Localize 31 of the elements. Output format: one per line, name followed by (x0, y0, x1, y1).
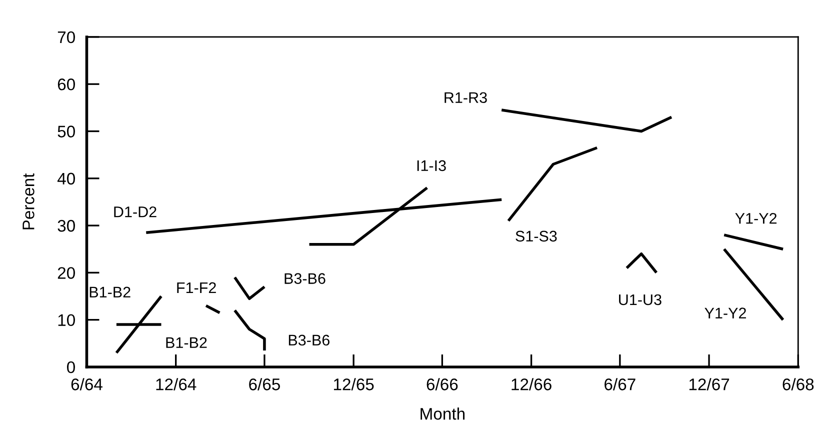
y-tick-label: 30 (58, 220, 75, 232)
series-label: U1-U3 (619, 294, 662, 306)
x-axis-title: Month (420, 407, 465, 420)
x-tick-label: 12/66 (512, 378, 552, 390)
series-label: D1-D2 (114, 206, 156, 218)
y-tick-label: 0 (67, 361, 75, 374)
y-axis-title: Percent (22, 173, 34, 230)
series-label: Y1-Y2 (735, 212, 777, 224)
y-tick-label: 40 (57, 172, 75, 185)
x-tick-label: 12/67 (689, 378, 730, 390)
y-tick-label: 60 (58, 78, 75, 90)
x-tick-label: 6/64 (71, 378, 102, 390)
x-tick-label: 6/68 (782, 378, 814, 390)
y-tick-label: 50 (58, 126, 75, 138)
series-label: I1-I3 (417, 160, 446, 172)
x-tick-label: 12/65 (334, 378, 374, 390)
x-tick-label: 6/66 (426, 378, 458, 390)
series-label: B1-B2 (166, 337, 207, 348)
series-label: Y1-Y2 (704, 308, 746, 318)
series-label: B3-B6 (284, 273, 326, 284)
y-tick-label: 70 (58, 31, 75, 44)
series-label: S1-S3 (516, 230, 557, 242)
series-label: B3-B6 (288, 334, 330, 346)
y-tick-label: 10 (58, 314, 75, 326)
x-tick-label: 12/64 (156, 378, 196, 390)
series-label: R1-R3 (444, 92, 487, 104)
y-tick-label: 20 (58, 267, 75, 279)
x-tick-label: 6/67 (604, 378, 636, 390)
series-label: F1-F2 (177, 282, 216, 293)
x-tick-label: 6/65 (249, 378, 280, 390)
legend-label: B1-B2 (90, 286, 130, 298)
